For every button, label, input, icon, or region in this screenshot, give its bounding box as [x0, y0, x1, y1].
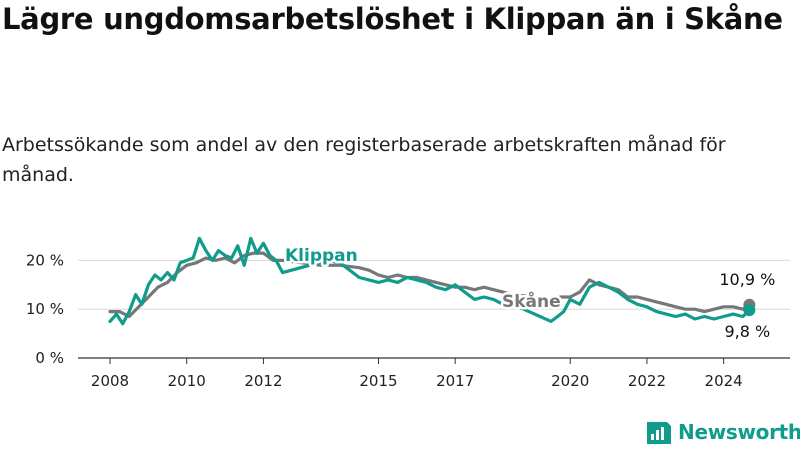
chart-subtitle: Arbetssökande som andel av den registerb… — [2, 134, 726, 186]
newsworthy-brand[interactable]: Newsworthy — [645, 418, 800, 448]
x-tick-label: 2020 — [551, 372, 589, 390]
x-tick-label: 2012 — [244, 372, 282, 390]
chart-title: Lägre ungdomsarbetslöshet i Klippan än i… — [2, 2, 783, 36]
y-tick-label: 20 % — [26, 251, 64, 269]
newsworthy-logo-icon — [647, 422, 671, 444]
end-value-label-klippan: 9,8 % — [724, 322, 770, 341]
series-label-klippan: Klippan — [285, 246, 358, 266]
x-tick-label: 2022 — [628, 372, 666, 390]
series-line-klippan — [108, 236, 751, 326]
x-tick-label: 2017 — [436, 372, 474, 390]
y-tick-label: 10 % — [26, 300, 64, 318]
y-tick-label: 0 % — [35, 349, 64, 367]
x-tick-label: 2015 — [359, 372, 397, 390]
end-value-label-skåne: 10,9 % — [719, 270, 775, 289]
x-tick-label: 2010 — [168, 372, 206, 390]
brand-name: Newsworthy — [678, 420, 800, 444]
series-label-skane: Skåne — [502, 290, 561, 312]
x-tick-label: 2024 — [705, 372, 743, 390]
series-line-skåne — [108, 251, 751, 319]
x-tick-label: 2008 — [91, 372, 129, 390]
end-point-klippan — [743, 304, 756, 317]
